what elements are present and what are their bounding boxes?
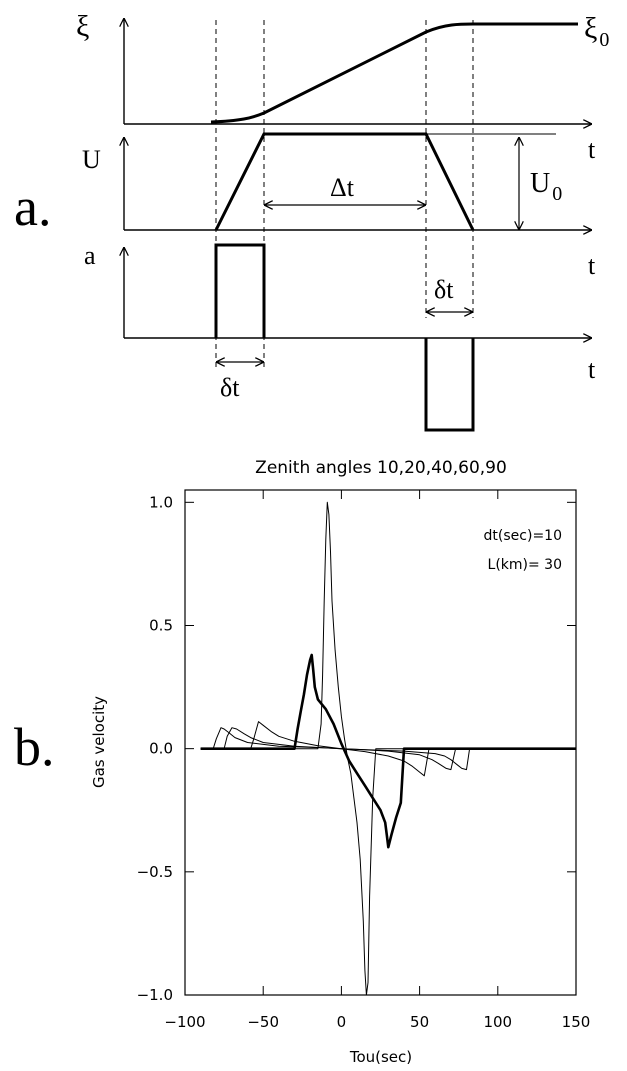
small-dt-label-right: δt: [434, 275, 454, 304]
annotation-dt: dt(sec)=10: [484, 528, 562, 544]
y-tick-label: −1.0: [137, 986, 173, 1004]
annotation-l: L(km)= 30: [488, 557, 562, 573]
y-tick-label: −0.5: [137, 863, 173, 881]
xi-label: ξ: [76, 10, 89, 43]
x-tick-label: 50: [410, 1013, 429, 1031]
series-line-4: [200, 501, 576, 996]
panel-a-axes: [124, 18, 592, 338]
panel-b-letter: b.: [14, 717, 55, 777]
plot-frame: [184, 489, 577, 996]
series-line-3: [200, 721, 576, 777]
x-tick-label: 0: [337, 1013, 347, 1031]
t-label-xi: t: [588, 135, 596, 164]
series-group: [200, 501, 576, 996]
panel-a-letter: a.: [14, 177, 51, 237]
x-tick-label: −50: [247, 1013, 279, 1031]
u-velocity-curve: [214, 132, 475, 231]
u-label: U: [82, 145, 101, 174]
x-tick-label: −100: [164, 1013, 205, 1031]
a-label: a: [84, 241, 96, 270]
x-tick-label: 150: [562, 1013, 591, 1031]
small-dt-label-left: δt: [220, 373, 240, 402]
x-ticks: −100 −50 0 50 100 150: [164, 490, 590, 1031]
x-tick-label: 100: [483, 1013, 512, 1031]
x-axis-label: Tou(sec): [349, 1048, 412, 1066]
delta-t-label: Δt: [330, 173, 355, 202]
t-label-u: t: [588, 251, 596, 280]
a-accel-negative-pulse: [424, 338, 475, 432]
a-accel-positive-pulse: [214, 243, 266, 338]
y-tick-label: 1.0: [149, 493, 173, 511]
panel-b: b. Zenith angles 10,20,40,60,90 −100 −50 0…: [14, 458, 590, 1066]
series-line-5: [200, 653, 576, 849]
y-ticks: −1.0 −0.5 0.0 0.5 1.0: [137, 493, 576, 1004]
t-label-a: t: [588, 355, 596, 384]
chart-title: Zenith angles 10,20,40,60,90: [255, 458, 507, 478]
dimension-arrows: [216, 137, 519, 362]
y-axis-label: Gas velocity: [90, 696, 108, 788]
y-tick-label: 0.0: [149, 740, 173, 758]
y-tick-label: 0.5: [149, 616, 173, 634]
panel-a-curves: [210, 22, 578, 432]
xi-displacement-curve: [210, 22, 578, 124]
